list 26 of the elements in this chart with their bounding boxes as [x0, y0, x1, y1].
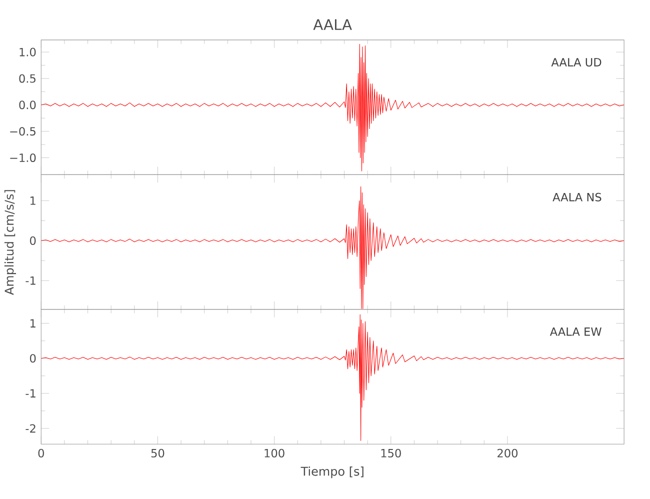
y-tick-label: 0 — [30, 236, 36, 245]
line-series — [41, 314, 624, 441]
x-tick-label: 50 — [151, 448, 164, 458]
y-tick-label: −0.5 — [10, 127, 36, 136]
x-tick-label: 100 — [264, 448, 284, 458]
x-tick-label: 150 — [381, 448, 401, 458]
y-tick-label: 0.5 — [19, 74, 36, 83]
y-tick-label: -1 — [26, 389, 36, 398]
y-tick-label: 0.0 — [19, 100, 36, 110]
annotation: AALA NS — [552, 192, 602, 202]
y-tick-label: 1.0 — [20, 48, 36, 56]
y-tick-label: 1 — [30, 319, 36, 328]
x-axis-title: Tiempo [s] — [300, 466, 364, 478]
x-tick-label: 0 — [38, 448, 44, 458]
annotation: AALA UD — [551, 58, 602, 66]
y-tick-label: 0 — [30, 354, 36, 363]
y-axis-title: Amplitud [cm/s/s] — [4, 190, 16, 295]
chart-title: AALA — [313, 19, 352, 30]
line-series — [41, 186, 624, 309]
y-tick-label: −1.0 — [10, 153, 36, 162]
y-tick-label: 1 — [30, 196, 36, 205]
y-tick-label: -1 — [26, 276, 36, 285]
annotation: AALA EW — [550, 327, 602, 336]
line-series — [41, 44, 624, 172]
y-tick-label: -2 — [26, 424, 36, 433]
x-tick-label: 200 — [498, 448, 518, 458]
